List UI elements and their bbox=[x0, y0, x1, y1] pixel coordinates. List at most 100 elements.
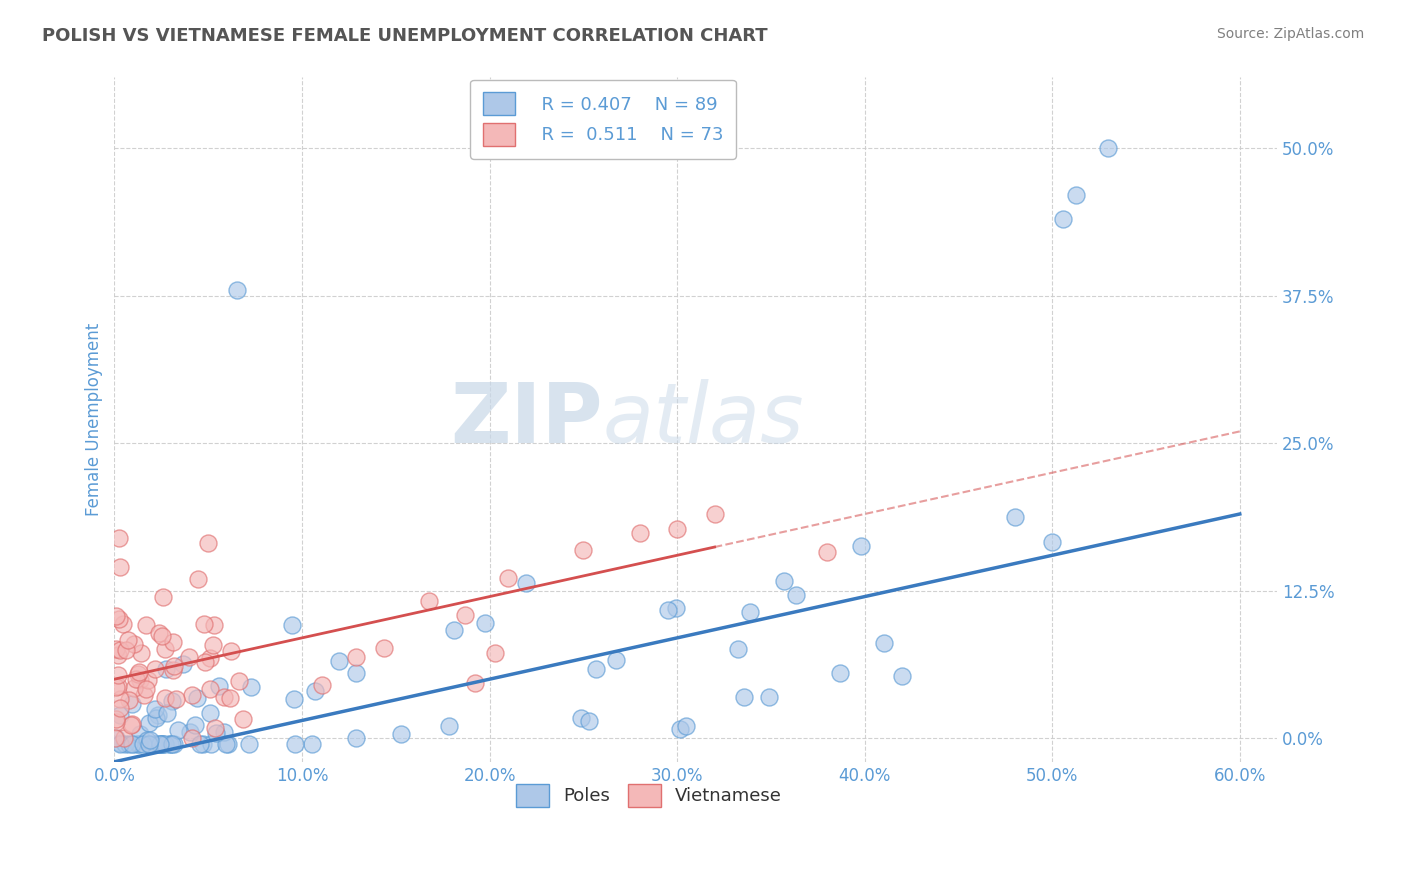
Point bbox=[112, 731, 135, 746]
Text: ZIP: ZIP bbox=[450, 379, 603, 460]
Point bbox=[105, 731, 128, 745]
Point bbox=[148, 737, 170, 751]
Point bbox=[665, 601, 688, 615]
Point bbox=[239, 680, 262, 694]
Point bbox=[117, 632, 139, 647]
Point bbox=[1040, 535, 1063, 549]
Point bbox=[150, 737, 173, 751]
Point bbox=[124, 681, 146, 695]
Point bbox=[104, 714, 127, 729]
Point bbox=[105, 608, 128, 623]
Point bbox=[474, 615, 496, 630]
Point bbox=[149, 737, 172, 751]
Point bbox=[107, 679, 129, 693]
Point bbox=[238, 737, 260, 751]
Point bbox=[138, 737, 160, 751]
Point bbox=[162, 663, 184, 677]
Point bbox=[738, 605, 761, 619]
Point bbox=[105, 642, 128, 657]
Point bbox=[218, 690, 240, 705]
Point bbox=[1097, 141, 1119, 155]
Point bbox=[143, 737, 166, 751]
Point bbox=[107, 531, 129, 545]
Point bbox=[496, 571, 519, 585]
Point bbox=[830, 665, 852, 680]
Point bbox=[127, 737, 149, 751]
Point bbox=[437, 719, 460, 733]
Point bbox=[150, 629, 173, 643]
Point bbox=[657, 603, 679, 617]
Point bbox=[125, 672, 148, 686]
Point bbox=[159, 737, 181, 751]
Point bbox=[165, 691, 187, 706]
Point bbox=[585, 662, 607, 676]
Point bbox=[773, 574, 796, 589]
Point bbox=[304, 684, 326, 698]
Point bbox=[311, 678, 333, 692]
Point bbox=[136, 673, 159, 688]
Point bbox=[628, 525, 651, 540]
Point bbox=[733, 690, 755, 704]
Point bbox=[198, 681, 221, 696]
Point bbox=[108, 691, 131, 706]
Point bbox=[135, 682, 157, 697]
Point bbox=[484, 646, 506, 660]
Point bbox=[418, 594, 440, 608]
Point bbox=[281, 618, 304, 632]
Point bbox=[179, 650, 201, 665]
Point bbox=[727, 642, 749, 657]
Point bbox=[155, 662, 177, 676]
Point bbox=[198, 651, 221, 665]
Point bbox=[605, 653, 627, 667]
Point bbox=[110, 736, 132, 750]
Point bbox=[283, 692, 305, 706]
Point bbox=[204, 725, 226, 739]
Point bbox=[127, 667, 149, 681]
Point bbox=[159, 737, 181, 751]
Point bbox=[114, 737, 136, 751]
Point bbox=[167, 723, 190, 737]
Point bbox=[162, 694, 184, 708]
Point bbox=[143, 661, 166, 675]
Point bbox=[785, 588, 807, 602]
Point bbox=[163, 737, 186, 751]
Point bbox=[148, 626, 170, 640]
Point bbox=[515, 576, 537, 591]
Point bbox=[179, 724, 201, 739]
Point bbox=[115, 643, 138, 657]
Point bbox=[891, 669, 914, 683]
Point bbox=[138, 715, 160, 730]
Point bbox=[129, 727, 152, 741]
Point bbox=[675, 719, 697, 733]
Point bbox=[120, 718, 142, 732]
Point bbox=[464, 676, 486, 690]
Point bbox=[107, 668, 129, 682]
Point bbox=[143, 701, 166, 715]
Point bbox=[153, 737, 176, 751]
Text: POLISH VS VIETNAMESE FEMALE UNEMPLOYMENT CORRELATION CHART: POLISH VS VIETNAMESE FEMALE UNEMPLOYMENT… bbox=[42, 27, 768, 45]
Point bbox=[389, 727, 412, 741]
Point bbox=[1052, 212, 1074, 227]
Text: Source: ZipAtlas.com: Source: ZipAtlas.com bbox=[1216, 27, 1364, 41]
Point bbox=[219, 643, 242, 657]
Point bbox=[110, 700, 132, 714]
Point bbox=[149, 737, 172, 751]
Point bbox=[122, 637, 145, 651]
Point bbox=[197, 536, 219, 550]
Point bbox=[128, 665, 150, 679]
Point bbox=[186, 691, 208, 706]
Point bbox=[578, 714, 600, 728]
Point bbox=[204, 721, 226, 735]
Point bbox=[187, 572, 209, 586]
Point bbox=[108, 612, 131, 626]
Point bbox=[188, 737, 211, 751]
Point bbox=[328, 654, 350, 668]
Point bbox=[454, 608, 477, 623]
Point bbox=[443, 623, 465, 637]
Point bbox=[138, 737, 160, 751]
Point bbox=[301, 737, 323, 751]
Point bbox=[373, 640, 395, 655]
Point bbox=[118, 693, 141, 707]
Point bbox=[669, 723, 692, 737]
Point bbox=[181, 731, 204, 746]
